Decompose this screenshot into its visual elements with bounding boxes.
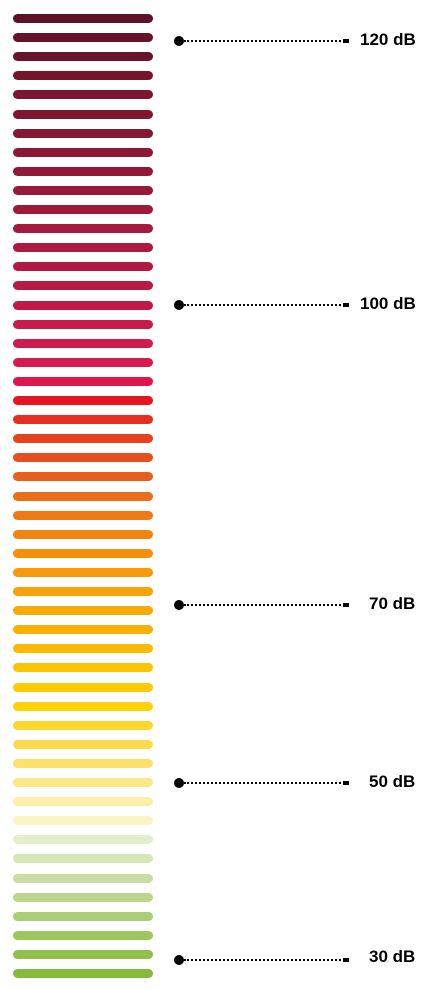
- level-bar: [13, 281, 153, 290]
- marker-100-db: [174, 300, 349, 310]
- level-bar: [13, 511, 153, 520]
- marker-dot: [174, 300, 184, 310]
- level-bar: [13, 854, 153, 863]
- level-bar: [13, 186, 153, 195]
- label-100-db: 100 dB: [360, 294, 416, 313]
- label-50-db: 50 dB: [369, 772, 416, 791]
- level-bar: [13, 721, 153, 730]
- level-bar: [13, 301, 153, 310]
- level-bar: [13, 549, 153, 558]
- leader-line-end: [343, 958, 349, 962]
- level-bar: [13, 415, 153, 424]
- level-bar: [13, 568, 153, 577]
- level-bar: [13, 759, 153, 768]
- level-bar: [13, 683, 153, 692]
- marker-30-db: [174, 955, 349, 965]
- level-bar: [13, 950, 153, 959]
- level-bar: [13, 339, 153, 348]
- level-bar: [13, 243, 153, 252]
- level-bar: [13, 320, 153, 329]
- level-bar: [13, 663, 153, 672]
- level-bar: [13, 606, 153, 615]
- level-bar: [13, 224, 153, 233]
- level-bar: [13, 71, 153, 80]
- level-bar: [13, 816, 153, 825]
- label-70-db: 70 dB: [369, 594, 416, 613]
- label-120-db: 120 dB: [360, 30, 416, 49]
- leader-line-end: [343, 39, 349, 43]
- level-bar: [13, 625, 153, 634]
- dotted-leader-line: [184, 959, 349, 961]
- leader-line-end: [343, 603, 349, 607]
- level-bar: [13, 874, 153, 883]
- marker-dot: [174, 600, 184, 610]
- level-bar: [13, 587, 153, 596]
- level-bar: [13, 90, 153, 99]
- marker-120-db: [174, 36, 349, 46]
- level-bar: [13, 740, 153, 749]
- dotted-leader-line: [184, 782, 349, 784]
- level-bar: [13, 33, 153, 42]
- label-30-db: 30 dB: [369, 947, 416, 966]
- dotted-leader-line: [184, 604, 349, 606]
- level-bar: [13, 492, 153, 501]
- marker-70-db: [174, 600, 349, 610]
- level-bar: [13, 969, 153, 978]
- leader-line-end: [343, 303, 349, 307]
- marker-dot: [174, 36, 184, 46]
- level-bar: [13, 778, 153, 787]
- level-bar: [13, 52, 153, 61]
- level-bar: [13, 205, 153, 214]
- level-bar: [13, 530, 153, 539]
- dotted-leader-line: [184, 304, 349, 306]
- level-bar: [13, 377, 153, 386]
- level-bar: [13, 110, 153, 119]
- level-bar: [13, 644, 153, 653]
- marker-50-db: [174, 778, 349, 788]
- level-bar: [13, 893, 153, 902]
- level-bar: [13, 396, 153, 405]
- marker-dot: [174, 778, 184, 788]
- level-bar: [13, 835, 153, 844]
- level-bar: [13, 148, 153, 157]
- level-bar: [13, 912, 153, 921]
- level-bar: [13, 167, 153, 176]
- level-bar: [13, 797, 153, 806]
- level-bar: [13, 931, 153, 940]
- level-bar: [13, 262, 153, 271]
- level-bar: [13, 453, 153, 462]
- level-bar: [13, 129, 153, 138]
- dotted-leader-line: [184, 40, 349, 42]
- level-bar: [13, 434, 153, 443]
- level-bar: [13, 358, 153, 367]
- level-bar: [13, 702, 153, 711]
- level-bar: [13, 14, 153, 23]
- marker-dot: [174, 955, 184, 965]
- level-bar: [13, 472, 153, 481]
- leader-line-end: [343, 781, 349, 785]
